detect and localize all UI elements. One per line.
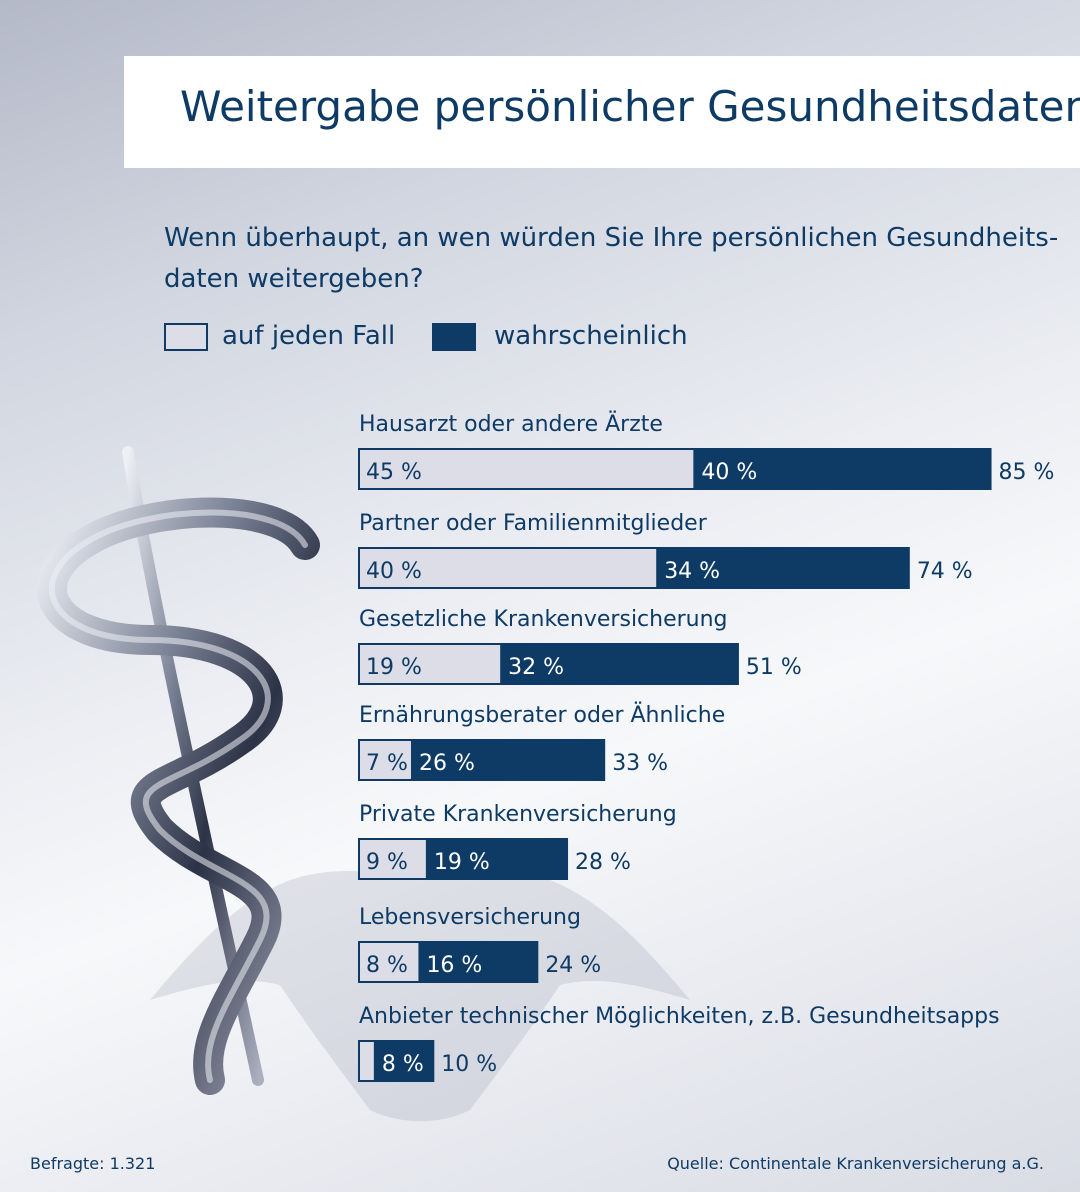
data-label-wahrscheinlich: 32 % (508, 655, 564, 680)
bar-outline (358, 1040, 435, 1082)
data-label-wahrscheinlich: 34 % (664, 559, 720, 584)
bar-outline (358, 547, 910, 589)
data-label-auf-jeden-fall: 19 % (366, 655, 422, 680)
category-label: Private Krankenversicherung (359, 802, 677, 827)
bar-segment-wahrscheinlich (425, 839, 568, 879)
title-banner: Weitergabe persönlicher Gesundheitsdaten (124, 56, 1080, 168)
total-label: 85 % (999, 460, 1055, 485)
bar-outline (358, 448, 992, 490)
data-label-auf-jeden-fall: 9 % (366, 850, 408, 875)
data-label-auf-jeden-fall: 45 % (366, 460, 422, 485)
data-label-wahrscheinlich: 16 % (426, 953, 482, 978)
data-label-wahrscheinlich: 19 % (434, 850, 490, 875)
bar-segment-auf-jeden-fall (359, 740, 412, 780)
total-label: 24 % (545, 953, 601, 978)
bar-segment-wahrscheinlich (656, 548, 909, 588)
total-label: 51 % (746, 655, 802, 680)
bar-segment-wahrscheinlich (418, 942, 538, 982)
question-line-2: daten weitergeben? (164, 264, 424, 294)
data-label-wahrscheinlich: 40 % (701, 460, 757, 485)
total-label: 33 % (612, 751, 668, 776)
page-title: Weitergabe persönlicher Gesundheitsdaten (180, 82, 1080, 131)
category-label: Anbieter technischer Möglichkeiten, z.B.… (359, 1004, 1000, 1029)
source-note: Quelle: Continentale Krankenversicherung… (667, 1154, 1044, 1173)
total-label: 74 % (917, 559, 973, 584)
bar-outline (358, 941, 539, 983)
category-label: Hausarzt oder andere Ärzte (359, 411, 663, 437)
category-label: Ernährungsberater oder Ähnliche (359, 702, 725, 728)
category-label: Partner oder Familienmitglieder (359, 511, 708, 536)
bar-segment-auf-jeden-fall (359, 942, 419, 982)
data-label-wahrscheinlich: 8 % (382, 1052, 424, 1077)
legend-swatch-light (164, 323, 208, 351)
question-line-1: Wenn überhaupt, an wen würden Sie Ihre p… (164, 223, 1059, 253)
bar-segment-wahrscheinlich (500, 644, 738, 684)
bar-segment-wahrscheinlich (693, 449, 991, 489)
total-label: 28 % (575, 850, 631, 875)
bar-outline (358, 838, 569, 880)
bar-outline (358, 739, 606, 781)
bar-segment-auf-jeden-fall (359, 548, 657, 588)
legend-label: wahrscheinlich (494, 321, 688, 351)
category-label: Gesetzliche Krankenversicherung (359, 607, 728, 632)
snake-icon (36, 497, 320, 1095)
data-label-auf-jeden-fall: 40 % (366, 559, 422, 584)
total-label: 10 % (441, 1052, 497, 1077)
legend-label: auf jeden Fall (222, 321, 396, 351)
data-label-auf-jeden-fall: 7 % (366, 751, 408, 776)
bar-segment-wahrscheinlich (411, 740, 605, 780)
survey-question: Wenn überhaupt, an wen würden Sie Ihre p… (164, 218, 1064, 300)
respondents-note: Befragte: 1.321 (30, 1154, 156, 1173)
category-label: Lebensversicherung (359, 905, 581, 930)
bar-segment-auf-jeden-fall (359, 644, 501, 684)
legend-swatch-dark (432, 323, 476, 351)
bar-segment-auf-jeden-fall (359, 449, 694, 489)
eagle-watermark-icon (150, 870, 690, 1122)
data-label-wahrscheinlich: 26 % (419, 751, 475, 776)
bar-segment-auf-jeden-fall (359, 839, 426, 879)
data-label-auf-jeden-fall: 8 % (366, 953, 408, 978)
bar-outline (358, 643, 739, 685)
bar-segment-wahrscheinlich (373, 1041, 434, 1081)
bar-segment-auf-jeden-fall (359, 1041, 374, 1081)
